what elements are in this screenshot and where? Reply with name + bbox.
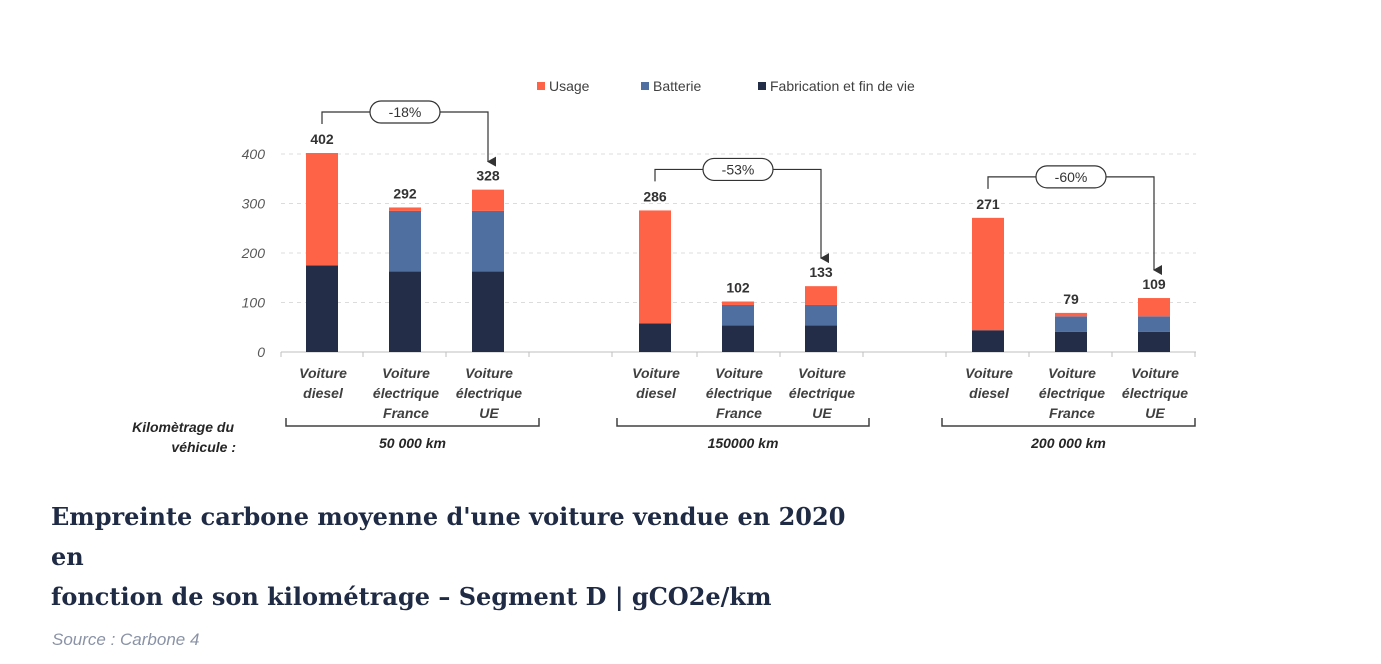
category-label: Voiture [632,365,680,381]
bar-segment-fabrication [472,271,504,352]
legend: Usage Batterie Fabrication et fin de vie [537,78,915,94]
comparison-percent: -60% [1055,169,1088,185]
y-tick-label: 300 [242,196,266,212]
bar-segment-usage [1138,298,1170,317]
category-label: UE [1145,405,1165,421]
bar-segment-usage [639,210,671,324]
bar-segment-fabrication [639,323,671,352]
bar-segment-usage [389,207,421,211]
category-label: France [383,405,429,421]
category-label: Voiture [798,365,846,381]
bar-segment-fabrication [306,265,338,352]
bar-segment-fabrication [1055,331,1087,352]
comparison-badge [702,157,774,182]
legend-label-batterie: Batterie [653,78,701,94]
group-label: 200 000 km [1030,435,1106,451]
category-label: France [1049,405,1095,421]
category-label: Voiture [715,365,763,381]
category-label: Voiture [965,365,1013,381]
y-tick-label: 0 [257,344,265,360]
category-label: électrique [373,385,439,401]
kilometrage-label-line-2: véhicule : [171,439,236,455]
category-label: Voiture [465,365,513,381]
bar-total-label: 292 [393,185,417,201]
category-label: Voiture [1131,365,1179,381]
comparison-arrow [654,168,829,264]
bar-segment-batterie [1138,316,1170,332]
bar-total-label: 102 [726,280,750,296]
bar-segment-fabrication [805,325,837,352]
category-label: Voiture [1048,365,1096,381]
comparison-badge [369,100,441,124]
comparison-arrow [987,176,1162,276]
group-bracket [285,418,540,427]
bar-segment-batterie [805,304,837,326]
category-label: France [716,405,762,421]
comparison-percent: -53% [722,161,755,177]
category-label: UE [479,405,499,421]
category-label: UE [812,405,832,421]
caption-line-2: fonction de son kilométrage – Segment D … [51,582,772,611]
category-label: Voiture [299,365,347,381]
y-tick-label: 200 [241,245,266,261]
bar-total-label: 79 [1063,291,1079,307]
group-bracket [941,418,1196,427]
source-note: Source : Carbone 4 [52,630,200,649]
category-label: électrique [456,385,522,401]
category-label: diesel [969,385,1010,401]
category-label: électrique [1122,385,1188,401]
kilometrage-label-line-1: Kilomètrage du [132,419,234,435]
category-label: électrique [706,385,772,401]
legend-label-usage: Usage [549,78,590,94]
bar-total-label: 271 [976,196,1000,212]
comparison-percent: -18% [389,104,422,120]
legend-swatch-usage [537,82,545,90]
caption-line-1: Empreinte carbone moyenne d'une voiture … [51,502,846,571]
comparison-annotations: -18% -53% -60% [321,100,1162,276]
bar-segment-usage [306,153,338,266]
legend-label-fabrication: Fabrication et fin de vie [770,78,915,94]
category-label: diesel [303,385,344,401]
group-label: 50 000 km [379,435,446,451]
bar-segment-batterie [722,304,754,326]
bars [306,153,1170,352]
legend-swatch-batterie [641,82,649,90]
bar-segment-fabrication [972,330,1004,352]
bar-segment-batterie [1055,316,1087,332]
category-label: Voiture [382,365,430,381]
carbon-footprint-chart: 0 100 200 300 400 402 292 328 286 102 133 271 79 109… [132,78,1196,455]
bar-total-label: 328 [476,168,500,184]
bar-segment-batterie [389,210,421,272]
legend-swatch-fabrication [758,82,766,90]
bar-segment-batterie [472,210,504,272]
bar-segment-fabrication [1138,331,1170,352]
bar-total-label: 109 [1142,276,1166,292]
value-labels: 402 292 328 286 102 133 271 79 109 [310,131,1166,307]
category-label: électrique [789,385,855,401]
bar-segment-fabrication [389,271,421,352]
bar-segment-usage [805,286,837,305]
group-label: 150000 km [708,435,779,451]
bar-total-label: 133 [809,264,833,280]
y-tick-label: 100 [242,295,266,311]
chart-caption: Empreinte carbone moyenne d'une voiture … [51,497,871,617]
group-bracket [616,418,870,427]
comparison-badge [1035,165,1107,189]
category-label: diesel [636,385,677,401]
bar-segment-usage [722,301,754,305]
category-label: électrique [1039,385,1105,401]
y-tick-label: 400 [242,146,266,162]
bar-total-label: 402 [310,131,334,147]
category-labels: Voiture diesel Voiture électrique France Voit… [132,365,1196,455]
bar-segment-usage [972,217,1004,331]
bar-total-label: 286 [643,188,667,204]
bar-segment-fabrication [722,325,754,352]
bar-segment-usage [472,189,504,211]
bar-segment-usage [1055,312,1087,317]
